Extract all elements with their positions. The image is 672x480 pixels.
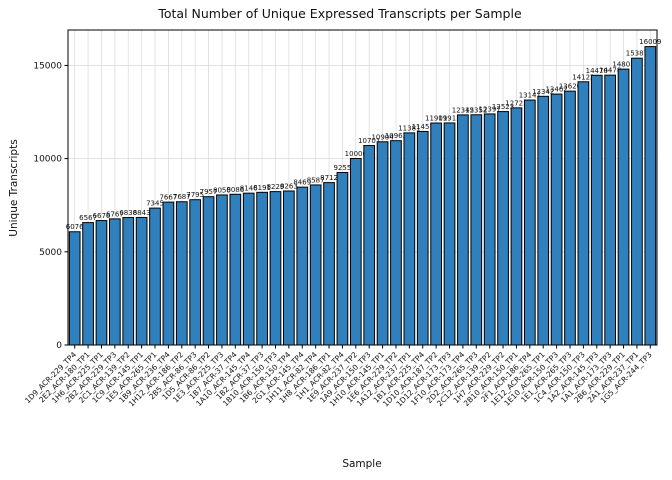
bar-value-label: 8191: [253, 184, 271, 192]
bar-value-label: 13342: [532, 88, 554, 96]
bar: [376, 141, 389, 346]
bar: [269, 191, 282, 346]
bar: [162, 201, 175, 346]
bar-value-label: 12352: [465, 106, 487, 114]
bar: [577, 81, 590, 346]
bar: [283, 190, 295, 346]
bar: [644, 46, 657, 346]
bar: [523, 99, 536, 346]
bar: [202, 196, 215, 346]
bar: [122, 217, 135, 346]
bar: [590, 74, 603, 346]
bar: [604, 74, 617, 346]
bar-value-label: 10904: [371, 133, 394, 141]
bar-value-label: 6843: [133, 209, 151, 217]
bar: [149, 207, 161, 346]
bar: [296, 186, 309, 346]
bar: [550, 93, 563, 346]
bar: [457, 114, 469, 346]
chart-title: Total Number of Unique Expressed Transcr…: [158, 6, 522, 21]
bar: [617, 68, 630, 346]
bar-value-label: 11457: [412, 123, 434, 131]
bar-value-label: 7795: [186, 191, 204, 199]
bar: [443, 122, 456, 346]
bar: [242, 192, 255, 346]
bar: [82, 222, 94, 346]
bar-value-label: 10006: [345, 150, 368, 158]
bar-value-label: 12345: [452, 106, 474, 114]
bar: [631, 57, 643, 346]
bar-value-label: 16009: [639, 38, 661, 46]
bar: [256, 191, 268, 346]
bar-value-label: 12397: [479, 105, 501, 113]
y-tick-label: 0: [56, 341, 62, 351]
bar-value-label: 8086: [226, 186, 244, 194]
bar-value-label: 8712: [320, 174, 338, 182]
y-tick-label: 15000: [33, 61, 62, 71]
bar: [175, 201, 188, 346]
bar: [229, 193, 242, 346]
y-tick-label: 5000: [39, 248, 62, 258]
bar-value-label: 13620: [559, 83, 581, 91]
bar-value-label: 6676: [93, 212, 111, 220]
bar: [363, 145, 376, 346]
bar-value-label: 10701: [358, 137, 380, 145]
bar: [323, 182, 335, 346]
x-axis-label: Sample: [342, 458, 382, 470]
bar-value-label: 8050: [213, 186, 231, 194]
bar-value-label: 7345: [146, 200, 164, 208]
bar: [470, 114, 483, 346]
bar-value-label: 9255: [334, 164, 352, 172]
bar: [483, 113, 496, 346]
bar: [108, 218, 121, 346]
bar-value-label: 6838: [119, 209, 137, 217]
bar: [309, 184, 322, 346]
bar: [68, 231, 81, 346]
bar: [95, 220, 108, 346]
bar-value-label: 8263: [280, 182, 298, 190]
bar: [390, 140, 402, 346]
bar-value-label: 6567: [79, 214, 97, 222]
bar-value-label: 12723: [505, 99, 527, 107]
bar-value-label: 10962: [385, 132, 407, 140]
bar-value-label: 8146: [240, 185, 258, 193]
bar-value-label: 8229: [267, 183, 285, 191]
bar: [336, 171, 349, 346]
bar-value-label: 14801: [612, 61, 634, 69]
bar: [403, 132, 416, 346]
bar: [416, 130, 429, 346]
bar: [537, 95, 550, 346]
bar-value-label: 13141: [519, 92, 541, 100]
bar-value-label: 15387: [626, 50, 648, 58]
bar-value-label: 11909: [425, 115, 447, 123]
y-tick-label: 10000: [33, 155, 62, 165]
bar: [564, 90, 576, 346]
bar-value-label: 8587: [307, 176, 325, 184]
bar: [510, 107, 523, 346]
bar: [135, 216, 148, 346]
bar-value-label: 6767: [106, 210, 124, 218]
bar-value-label: 7667: [159, 194, 177, 202]
bar-value-label: 7687: [173, 193, 191, 201]
bar-value-label: 11381: [398, 124, 420, 132]
plot-frame: [67, 29, 658, 346]
bar-value-label: 8469: [293, 179, 311, 187]
bar: [430, 122, 442, 346]
bar-value-label: 14122: [572, 73, 594, 81]
bar-value-label: 14478: [599, 67, 621, 75]
bar-value-label: 12523: [492, 103, 514, 111]
bar-value-label: 6076: [66, 223, 84, 231]
bar: [216, 194, 228, 346]
bar: [189, 199, 202, 346]
bar-value-label: 11913: [438, 114, 460, 122]
bar: [349, 157, 362, 346]
bar-value-label: 14470: [586, 67, 608, 75]
bar-value-label: 7957: [200, 188, 218, 196]
bar-value-label: 13462: [545, 86, 567, 94]
bar: [497, 111, 509, 346]
